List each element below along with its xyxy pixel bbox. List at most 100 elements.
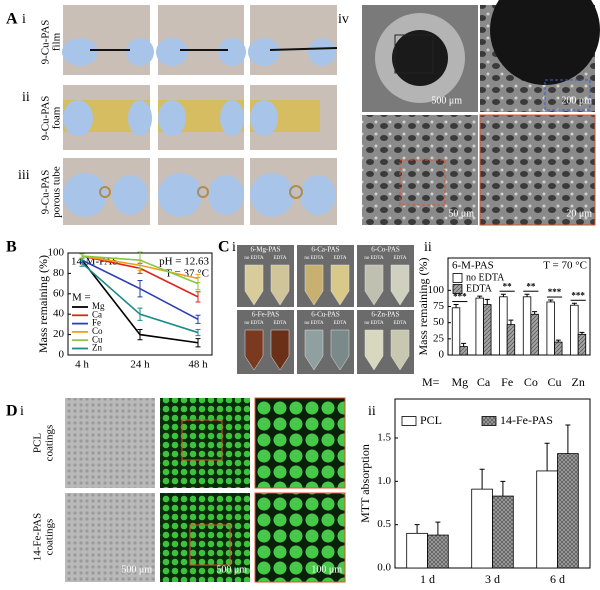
significance-label: ** [503,281,513,291]
panel-label: D [6,403,18,420]
photos [62,5,338,225]
row-label: PCL [32,433,44,453]
y-tick-label: 40 [53,308,65,320]
panel-label: A [6,11,18,28]
significance-label: *** [548,287,562,297]
legend-label: 14-Fe-PAS [500,413,553,427]
x-tick-label: Cu [547,375,561,389]
y-axis-label: Mass remaining (%) [416,258,430,356]
bar [475,297,484,356]
sub-label: ii [368,404,376,419]
condition-label: EDTA [394,321,407,326]
vial [330,264,350,306]
y-axis-label: MTT absorption [358,444,372,523]
vial [304,264,324,306]
y-tick-label: 20 [53,328,65,340]
x-tick-label: Mg [451,375,468,389]
y-tick-label: 0 [439,349,445,361]
vial [270,264,290,306]
vial [304,329,324,371]
bar [522,296,532,356]
row-label: 9-Cu-PAS [40,170,52,215]
x-tick-label: Ca [477,375,491,389]
error-bar [435,521,441,536]
y-axis-label: Mass remaining (%) [36,255,50,353]
condition-label: no EDTA [364,256,384,261]
error-bar [137,251,143,269]
scale-bar-label: 100 μm [311,564,342,575]
row-label: porous tube [51,166,63,218]
y-tick-label: 25 [433,332,445,344]
bar [459,346,468,356]
vial-label: 6-Mg-PAS [250,246,280,254]
vial-label: 6-Fe-PAS [252,311,279,319]
condition-label: no EDTA [304,256,324,261]
y-tick-label: 80 [53,267,65,279]
legend-swatch [452,284,463,294]
error-bar [500,293,506,297]
panel-label: C [218,239,230,256]
y-tick-label: 50 [433,316,445,328]
x-tick-label: 48 h [188,359,208,371]
error-bar [137,280,143,298]
scale-bar-label: 20 μm [566,208,592,219]
scale-bar-label: 500 μm [121,564,152,575]
row-label: 9-Cu-PAS [40,96,52,141]
y-tick-label: 0.5 [377,518,391,530]
vial-label: 6-Zn-PAS [371,311,399,319]
legend-title: M = [72,292,91,304]
error-bar [565,424,571,454]
panel-d: D i ii PCL coatings 14-Fe-PAS coatings 500… [6,397,376,583]
significance-label: ** [526,281,536,291]
scale-bar-label: 50 μm [448,208,474,219]
sub-label: i [232,240,236,255]
legend-label: PCL [420,413,442,427]
bar [557,453,579,569]
sub-label: i [20,404,24,419]
scale-bar-label: 200 μm [561,95,592,106]
condition-label: no EDTA [304,321,324,326]
x-tick-label: 6 d [550,572,565,586]
error-bar [195,291,201,303]
legend-label: Zn [92,343,102,353]
y-tick-label: 1.0 [377,475,391,487]
error-bar [579,331,585,335]
y-tick-label: 0.0 [377,562,391,574]
bar [492,495,514,569]
legend-label: Co [92,326,103,336]
error-bar [571,302,577,306]
vial [390,264,410,306]
y-tick-label: 60 [53,287,65,299]
x-tick-label: 24 h [130,359,150,371]
bar [536,470,558,569]
vial-label: 6-Co-PAS [371,246,400,254]
legend-label: Fe [92,318,101,328]
condition-label: no EDTA [244,256,264,261]
error-bar [195,276,201,291]
vial [390,329,410,371]
annotation: pH = 12.63 [159,256,209,268]
sub-label: iii [18,168,30,183]
condition-label: EDTA [334,321,347,326]
legend-label: Mg [92,301,105,311]
y-tick-label: 75 [433,300,445,312]
vial-label: 6-Cu-PAS [311,311,340,319]
significance-label: *** [453,292,467,302]
condition-label: EDTA [274,321,287,326]
condition-label: EDTA [334,256,347,261]
sub-label: ii [424,240,432,255]
y-tick-label: 0 [59,349,65,361]
error-bar [484,298,490,305]
row-label: coatings [44,519,56,556]
bar [406,532,428,569]
scale-bar-label: 500 μm [431,95,462,106]
row-label: 14-Fe-PAS [32,513,44,562]
error-bar [195,329,201,337]
significance-label: *** [571,290,585,300]
legend-swatch [481,416,497,426]
error-bar [79,259,85,267]
bar [506,324,516,356]
bar [546,301,555,356]
panel-a: A i ii iii iv 9-Cu-PAS film 9-Cu-PAS foam … [6,0,600,226]
